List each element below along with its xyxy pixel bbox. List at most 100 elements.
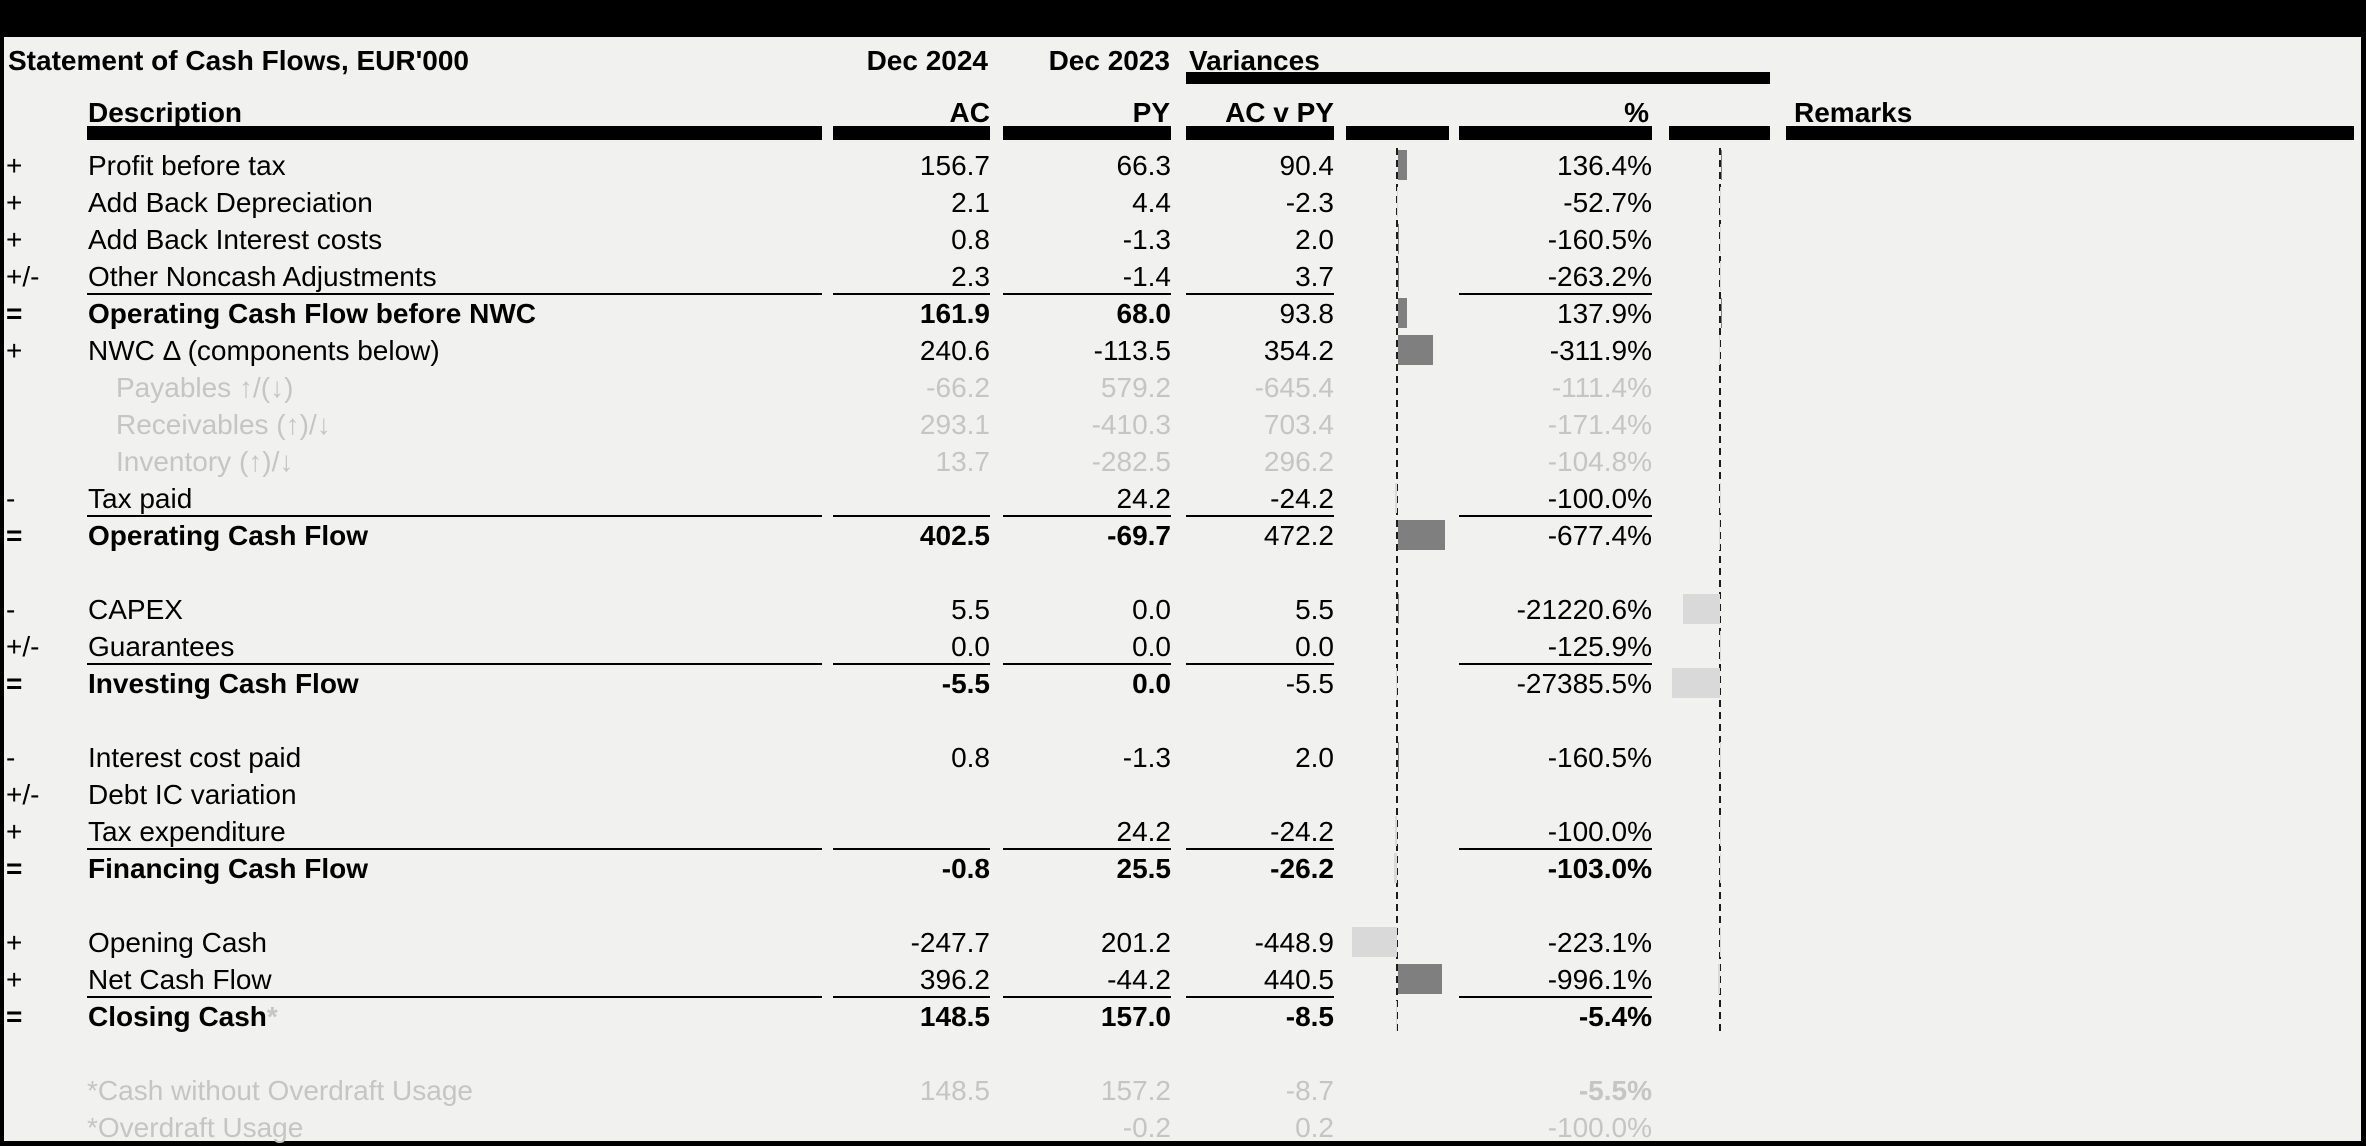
row-sign: +/- [6,779,40,810]
cell-ac-v-py: -8.5 [1285,1001,1334,1032]
variance-bar [1396,668,1397,698]
row-label: CAPEX [88,594,183,625]
cell-pct: 137.9% [1557,298,1652,329]
row-label: Debt IC variation [88,779,297,810]
column-header-variances: Variances [1189,45,1320,76]
pct-variance-bar [1682,594,1720,624]
cell-pct: 136.4% [1557,150,1652,181]
header-bar-pct-chart [1669,126,1770,140]
header-bar-variance-chart [1346,126,1449,140]
row-label: Other Noncash Adjustments [88,261,437,292]
cell-ac-v-py: 5.5 [1295,594,1334,625]
subtotal-rule [833,293,990,295]
cell-ac: 2.1 [951,187,990,218]
cell-py: 0.0 [1132,631,1171,662]
row-sign: = [6,1001,23,1032]
column-header-ac-v-py: AC v PY [1225,97,1334,128]
cell-ac-v-py: 440.5 [1263,964,1334,995]
row-label: NWC Δ (components below) [88,335,440,366]
column-header-description: Description [88,97,243,128]
row-sign: + [6,816,23,847]
cell-pct: -160.5% [1547,742,1652,773]
cell-pct: -111.4% [1551,372,1652,403]
variance-bar [1398,335,1434,365]
subtotal-rule [87,996,822,998]
pct-variance-bar [1718,520,1720,550]
column-header-py: PY [1132,97,1170,128]
cell-pct: -311.9% [1549,335,1652,366]
cell-ac: -247.7 [910,927,990,958]
column-header-pct: % [1624,97,1649,128]
pct-variance-bar [1718,964,1720,994]
cell-py: 25.5 [1116,853,1172,884]
cell-ac: 148.5 [919,1075,990,1106]
sheet-background [4,37,2361,1141]
subtotal-rule [1186,848,1334,850]
cell-ac-v-py: -24.2 [1270,483,1334,514]
variance-bar [1398,520,1445,550]
cell-pct: -103.0% [1547,853,1652,884]
cell-pct: -21220.6% [1516,594,1652,625]
row-label: Guarantees [88,631,235,662]
cell-pct: -27385.5% [1516,668,1652,699]
cell-ac: 240.6 [919,335,990,366]
column-header-period-py: Dec 2023 [1048,45,1170,76]
cell-py: 66.3 [1116,150,1172,181]
cell-py: -113.5 [1093,335,1171,366]
subtotal-rule [1459,848,1652,850]
row-label: Add Back Depreciation [88,187,373,218]
cell-ac: 0.8 [951,742,990,773]
cell-ac-v-py: 296.2 [1263,446,1334,477]
cell-ac: 5.5 [951,594,990,625]
cell-py: 4.4 [1132,187,1171,218]
row-label: Operating Cash Flow before NWC [88,298,537,329]
cell-ac: -0.8 [941,853,990,884]
subtotal-rule [1003,848,1171,850]
row-label: Payables ↑/(↓) [116,372,294,403]
pct-variance-bar [1719,335,1720,365]
pct-chart-axis [1719,148,1721,1034]
cell-ac: 0.0 [951,631,990,662]
cell-pct: -100.0% [1547,1112,1652,1143]
header-bar-py [1003,126,1171,140]
variances-underline-bar [1186,72,1770,84]
row-label: Add Back Interest costs [88,224,383,255]
variance-bar [1398,594,1399,624]
cell-ac-v-py: 90.4 [1279,150,1335,181]
row-sign: + [6,150,23,181]
row-label: Interest cost paid [88,742,302,773]
header-bar-pct [1459,126,1652,140]
subtotal-rule [1003,996,1171,998]
row-label: Opening Cash [88,927,268,958]
cell-py: 24.2 [1116,816,1172,847]
cell-ac: 13.7 [935,446,991,477]
row-label: Financing Cash Flow [88,853,369,884]
cell-ac-v-py: 2.0 [1295,224,1334,255]
cell-pct: -263.2% [1547,261,1652,292]
cell-pct: -52.7% [1563,187,1652,218]
cell-py: -1.3 [1122,742,1171,773]
cell-ac-v-py: 0.2 [1295,1112,1334,1143]
cell-ac: 0.8 [951,224,990,255]
subtotal-rule [1186,663,1334,665]
variance-bar [1398,964,1442,994]
variance-bar [1352,927,1397,957]
cell-ac: 2.3 [951,261,990,292]
row-label: *Overdraft Usage [87,1112,304,1143]
row-label: Operating Cash Flow [88,520,369,551]
cell-ac-v-py: 472.2 [1263,520,1334,551]
subtotal-rule [1003,515,1171,517]
cell-ac: 161.9 [919,298,990,329]
variance-bar [1398,298,1408,328]
cell-py: 157.0 [1100,1001,1171,1032]
cell-ac: 402.5 [919,520,990,551]
cell-py: -44.2 [1107,964,1171,995]
row-sign: +/- [6,631,40,662]
cell-ac: -5.5 [941,668,990,699]
row-sign: - [6,594,16,625]
cell-ac-v-py: 354.2 [1263,335,1334,366]
column-header-remarks: Remarks [1794,97,1913,128]
subtotal-rule [1459,515,1652,517]
cell-pct: -996.1% [1547,964,1652,995]
